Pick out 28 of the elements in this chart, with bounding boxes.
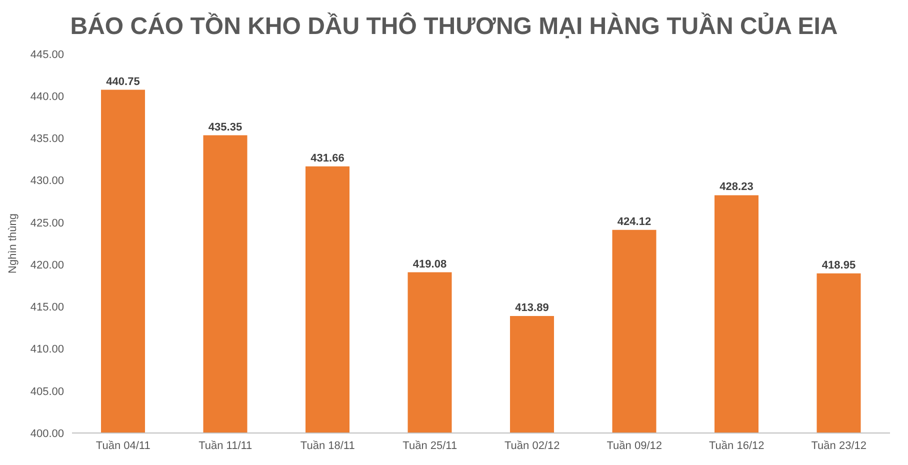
- x-tick-label: Tuần 23/12: [811, 440, 866, 452]
- x-tick-label: Tuần 04/11: [96, 440, 150, 452]
- data-label: 418.95: [822, 259, 856, 272]
- x-tick-label: Tuần 02/12: [504, 440, 560, 452]
- x-tick-label: Tuần 18/11: [300, 440, 355, 452]
- data-label: 440.75: [106, 76, 140, 88]
- y-tick-label: 420.00: [30, 259, 64, 272]
- data-label: 428.23: [720, 181, 754, 194]
- x-tick-label: Tuần 25/11: [402, 440, 458, 452]
- y-tick-label: 405.00: [30, 386, 64, 398]
- chart-title: BÁO CÁO TỒN KHO DẦU THÔ THƯƠNG MẠI HÀNG TUẦN CỦA EIA: [69, 12, 839, 42]
- data-label: 424.12: [617, 216, 652, 228]
- data-label: 419.08: [412, 258, 447, 270]
- y-tick-label: 410.00: [30, 344, 64, 356]
- y-tick-label: 440.00: [30, 91, 64, 104]
- y-tick-label: 435.00: [30, 133, 64, 146]
- y-tick-label: 445.00: [30, 48, 64, 61]
- data-label: 413.89: [515, 302, 549, 314]
- data-label: 431.66: [310, 152, 344, 164]
- y-axis-title: Nghìn thùng: [6, 214, 19, 274]
- x-tick-label: Tuần 09/12: [606, 440, 662, 452]
- y-tick-label: 400.00: [30, 428, 64, 440]
- data-label: 435.35: [208, 121, 242, 134]
- x-tick-label: Tuần 16/12: [709, 440, 764, 452]
- x-tick-label: Tuần 11/11: [198, 440, 252, 452]
- y-tick-label: 430.00: [30, 175, 64, 188]
- y-tick-label: 415.00: [30, 302, 64, 314]
- y-tick-label: 425.00: [30, 217, 64, 230]
